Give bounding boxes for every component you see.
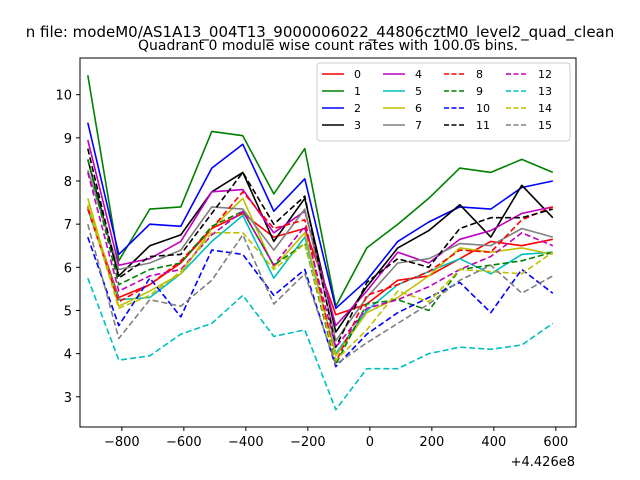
series-line-14	[87, 204, 554, 361]
axes-frame	[79, 57, 577, 428]
x-tick-label: 200	[419, 435, 444, 450]
y-tick-label: 5	[64, 304, 72, 319]
legend-label-5: 5	[415, 85, 422, 98]
legend-label-9: 9	[476, 85, 483, 98]
y-tick-label: 6	[64, 261, 72, 276]
legend-box	[316, 62, 571, 142]
series-line-8	[87, 191, 554, 364]
legend-label-14: 14	[538, 102, 552, 115]
legend-label-2: 2	[354, 102, 361, 115]
legend-label-0: 0	[354, 68, 361, 81]
legend-label-3: 3	[354, 119, 361, 132]
figure-suptitle: n file: modeM0/AS1A13_004T13_9000006022_…	[26, 23, 615, 42]
series-line-1	[87, 75, 554, 308]
x-tick-label: 600	[543, 435, 568, 450]
legend-label-8: 8	[476, 68, 483, 81]
legend-label-6: 6	[415, 102, 422, 115]
series-line-6	[87, 197, 553, 357]
x-tick-label: 0	[366, 435, 374, 450]
x-tick-label: −600	[166, 435, 202, 450]
y-tick-label: 10	[55, 89, 72, 104]
series-line-15	[87, 223, 554, 366]
y-tick-label: 4	[64, 348, 72, 363]
series-line-12	[87, 172, 554, 349]
legend-label-12: 12	[538, 68, 552, 81]
legend-label-13: 13	[538, 85, 552, 98]
y-tick-label: 3	[64, 391, 72, 406]
series-line-10	[87, 236, 554, 368]
legend-label-15: 15	[538, 119, 552, 132]
legend-label-11: 11	[476, 119, 490, 132]
series-line-11	[87, 148, 554, 349]
x-tick-label: −400	[228, 435, 264, 450]
legend-label-10: 10	[476, 102, 490, 115]
x-tick-label: 400	[481, 435, 506, 450]
x-tick-label: −200	[290, 435, 326, 450]
x-offset-label: +4.426e8	[511, 455, 575, 470]
x-tick-label: −800	[104, 435, 140, 450]
legend-label-4: 4	[415, 68, 422, 81]
y-tick-label: 8	[64, 175, 72, 190]
y-tick-label: 7	[64, 218, 72, 233]
series-line-13	[87, 277, 554, 411]
legend-label-7: 7	[415, 119, 422, 132]
legend-label-1: 1	[354, 85, 361, 98]
series-line-2	[87, 122, 553, 310]
chart-title: Quadrant 0 module wise count rates with …	[138, 38, 518, 54]
series-line-3	[87, 159, 554, 333]
y-tick-label: 9	[64, 132, 72, 147]
